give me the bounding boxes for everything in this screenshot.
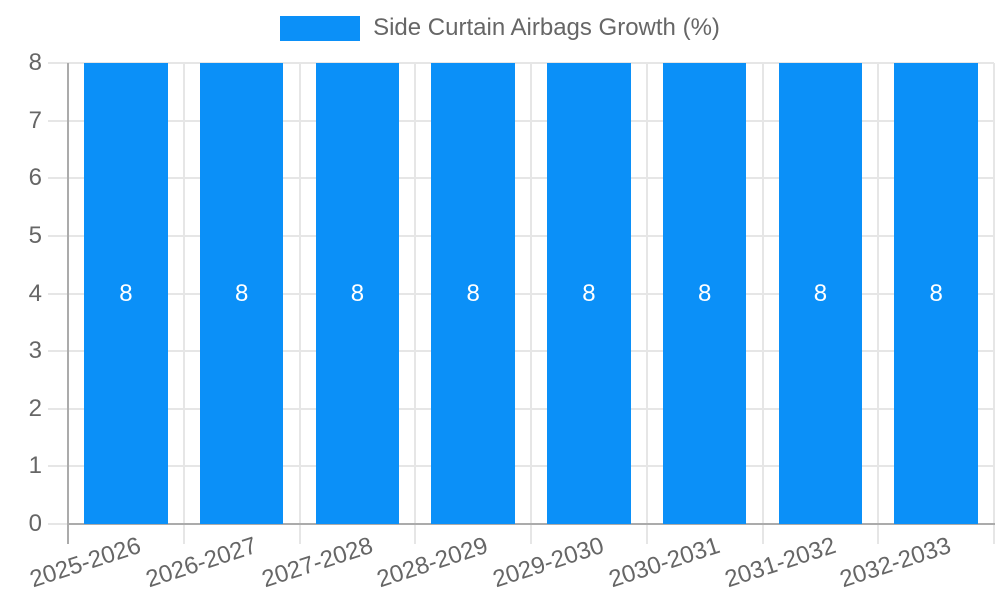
x-grid-line — [761, 63, 764, 544]
bar-value-label: 8 — [929, 279, 943, 307]
x-tick-label: 2026-2027 — [142, 532, 260, 594]
x-tick-label: 2027-2028 — [258, 532, 376, 594]
bar-value-label: 8 — [350, 279, 365, 307]
x-grid-line — [414, 63, 417, 544]
legend-label: Side Curtain Airbags Growth (%) — [373, 14, 720, 41]
y-tick-label: 6 — [28, 164, 42, 192]
bar[interactable]: 8 — [84, 63, 168, 524]
bar-value-label: 8 — [119, 279, 133, 307]
y-tick-mark — [48, 350, 68, 353]
y-tick-label: 5 — [28, 221, 42, 249]
y-tick-label: 3 — [28, 337, 42, 365]
bar[interactable]: 8 — [199, 63, 284, 524]
y-axis-line — [67, 63, 69, 544]
y-tick-mark — [48, 523, 68, 525]
x-tick-label: 2028-2029 — [373, 532, 492, 594]
y-tick-mark — [48, 234, 68, 237]
x-tick-label: 2031-2032 — [721, 532, 839, 594]
legend-item[interactable]: Side Curtain Airbags Growth (%) — [280, 14, 720, 42]
x-grid-line — [877, 63, 880, 544]
y-tick-label: 7 — [28, 106, 42, 134]
x-grid-line — [298, 63, 301, 544]
bar[interactable]: 8 — [431, 63, 515, 524]
bar-value-label: 8 — [582, 279, 596, 307]
bar[interactable]: 8 — [894, 63, 978, 524]
bar-value-label: 8 — [697, 279, 712, 307]
y-tick-mark — [48, 119, 68, 122]
x-grid-line — [645, 63, 648, 544]
bar[interactable]: 8 — [778, 63, 863, 524]
y-tick-label: 8 — [28, 49, 42, 76]
bar-value-label: 8 — [466, 279, 480, 307]
bar-value-label: 8 — [813, 279, 828, 307]
legend-swatch-icon — [280, 15, 361, 41]
y-tick-label: 0 — [28, 510, 42, 537]
bar[interactable]: 8 — [662, 63, 747, 524]
y-tick-mark — [48, 177, 68, 180]
y-tick-mark — [48, 465, 68, 468]
x-grid-line — [530, 63, 532, 544]
x-tick-label: 2030-2031 — [605, 532, 723, 594]
x-tick-label: 2032-2033 — [836, 532, 955, 594]
y-tick-label: 2 — [28, 394, 42, 422]
chart-legend: Side Curtain Airbags Growth (%) — [0, 14, 1000, 42]
y-tick-mark — [48, 292, 68, 295]
y-tick-mark — [48, 407, 68, 410]
bar[interactable]: 8 — [315, 63, 400, 524]
bar-value-label: 8 — [234, 279, 249, 307]
y-tick-label: 4 — [28, 279, 42, 307]
x-grid-line — [182, 63, 185, 544]
x-tick-label: 2029-2030 — [489, 532, 608, 594]
x-grid-line — [993, 63, 995, 544]
bar[interactable]: 8 — [547, 63, 631, 524]
y-tick-mark — [48, 62, 68, 64]
y-tick-label: 1 — [28, 452, 42, 480]
x-tick-label: 2025-2026 — [26, 532, 145, 594]
